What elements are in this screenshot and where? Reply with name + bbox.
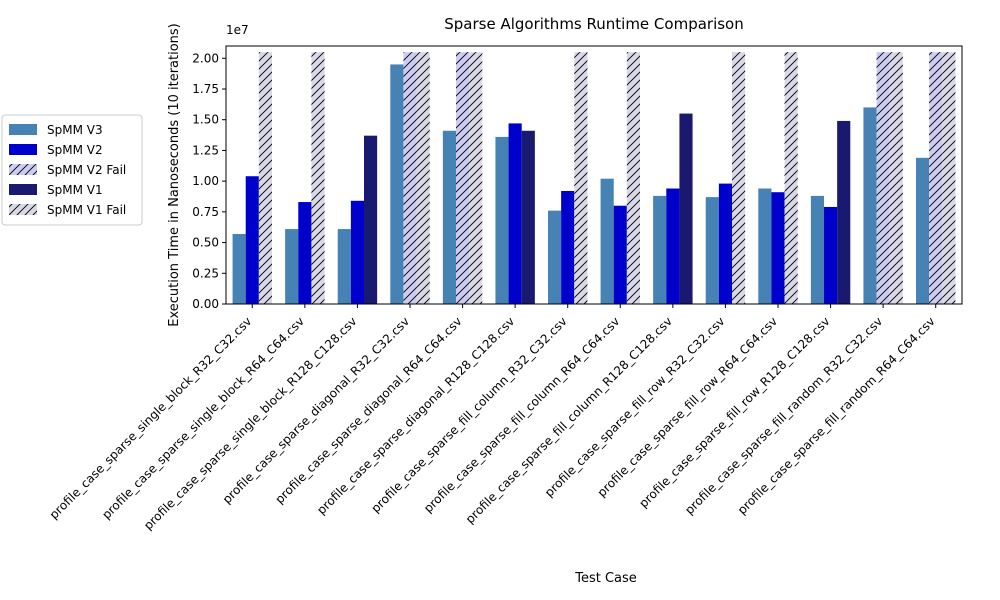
legend-swatch-hatch	[9, 204, 37, 215]
x-tick-label: profile_case_sparse_fill_column_R64_C64.…	[421, 314, 622, 515]
legend-label: SpMM V1 Fail	[47, 203, 126, 217]
bar-fail-hatch	[403, 52, 417, 305]
y-tick-label: 1.75	[192, 82, 219, 96]
x-axis-label: Test Case	[574, 571, 637, 586]
bar	[364, 135, 378, 304]
chart-title: Sparse Algorithms Runtime Comparison	[444, 15, 744, 33]
legend-label: SpMM V2	[47, 143, 103, 157]
x-tick-label: profile_case_sparse_single_block_R64_C64…	[99, 314, 307, 522]
y-axis: 0.00 0.25 0.50 0.75 1.00 1.25 1.50 1.75 2.00	[192, 51, 226, 311]
x-axis: profile_case_sparse_single_block_R32_C32…	[47, 304, 938, 533]
y-tick-label: 1.00	[192, 174, 219, 188]
y-axis-offset-label: 1e7	[226, 23, 249, 37]
bar	[705, 197, 719, 304]
bar-fail-hatch	[929, 52, 943, 305]
legend-swatch	[9, 144, 37, 155]
legend-label: SpMM V1	[47, 183, 103, 197]
bar	[561, 190, 575, 304]
x-tick-label: profile_case_sparse_single_block_R32_C32…	[47, 314, 255, 522]
bar-fail-hatch	[942, 52, 956, 305]
bar-fail-hatch	[416, 52, 430, 305]
x-tick-label: profile_case_sparse_diagonal_R128_C128.c…	[314, 314, 517, 517]
bar-fail-hatch	[469, 52, 483, 305]
bar	[758, 188, 772, 304]
y-tick-label: 1.25	[192, 143, 219, 157]
x-tick-label: profile_case_sparse_fill_row_R128_C128.c…	[636, 314, 832, 510]
bar-fail-hatch	[876, 52, 890, 305]
x-tick-label: profile_case_sparse_diagonal_R64_C64.csv	[272, 314, 464, 506]
bar	[508, 123, 522, 305]
legend-label: SpMM V3	[47, 123, 103, 137]
y-tick-label: 2.00	[192, 51, 219, 65]
bar-fail-hatch	[889, 52, 903, 305]
x-tick-label: profile_case_sparse_fill_random_R64_C64.…	[735, 314, 938, 517]
x-tick-label: profile_case_sparse_fill_column_R32_C32.…	[369, 314, 570, 515]
bar	[521, 130, 535, 304]
bars-layer	[232, 52, 956, 305]
x-tick-label: profile_case_sparse_fill_row_R64_C64.csv	[595, 314, 781, 500]
x-tick-label: profile_case_sparse_diagonal_R32_C32.csv	[220, 314, 412, 506]
legend-label: SpMM V2 Fail	[47, 163, 126, 177]
y-tick-label: 0.75	[192, 205, 219, 219]
legend: SpMM V3 SpMM V2 SpMM V2 Fail SpMM V1 SpMM V1…	[1, 114, 143, 226]
bar	[666, 188, 680, 304]
bar	[679, 113, 693, 304]
bar	[298, 202, 312, 304]
bar-fail-hatch	[456, 52, 470, 305]
bar-fail-hatch	[626, 52, 640, 305]
bar	[337, 229, 351, 304]
y-tick-label: 0.00	[192, 297, 219, 311]
bar-fail-hatch	[311, 52, 325, 305]
y-tick-label: 1.50	[192, 113, 219, 127]
bar	[495, 136, 509, 304]
bar	[548, 210, 562, 304]
bar	[718, 183, 732, 304]
bar	[653, 195, 667, 304]
legend-swatch	[9, 124, 37, 135]
bar	[232, 233, 246, 304]
bar-fail-hatch	[574, 52, 588, 305]
x-tick-label: profile_case_sparse_fill_row_R32_C32.csv	[542, 314, 728, 500]
y-tick-label: 0.25	[192, 266, 219, 280]
bar	[810, 195, 824, 304]
bar-fail-hatch	[258, 52, 272, 305]
y-tick-label: 0.50	[192, 236, 219, 250]
bar	[771, 192, 785, 304]
bar-fail-hatch	[732, 52, 746, 305]
bar	[824, 206, 838, 304]
bar	[390, 64, 404, 304]
plot-area-frame	[225, 45, 963, 305]
bar	[916, 157, 930, 304]
x-tick-label: profile_case_sparse_fill_random_R32_C32.…	[682, 314, 885, 517]
bar	[863, 107, 877, 304]
bar	[837, 120, 851, 304]
legend-swatch	[9, 184, 37, 195]
legend-swatch-hatch	[9, 164, 37, 175]
bar	[600, 178, 614, 304]
legend-box	[1, 114, 143, 226]
y-axis-label: Execution Time in Nanoseconds (10 iterat…	[167, 23, 182, 327]
bar	[245, 176, 259, 304]
bar	[350, 200, 364, 304]
bar-fail-hatch	[784, 52, 798, 305]
bar	[285, 229, 299, 304]
bar	[613, 205, 627, 304]
bar	[442, 130, 456, 304]
